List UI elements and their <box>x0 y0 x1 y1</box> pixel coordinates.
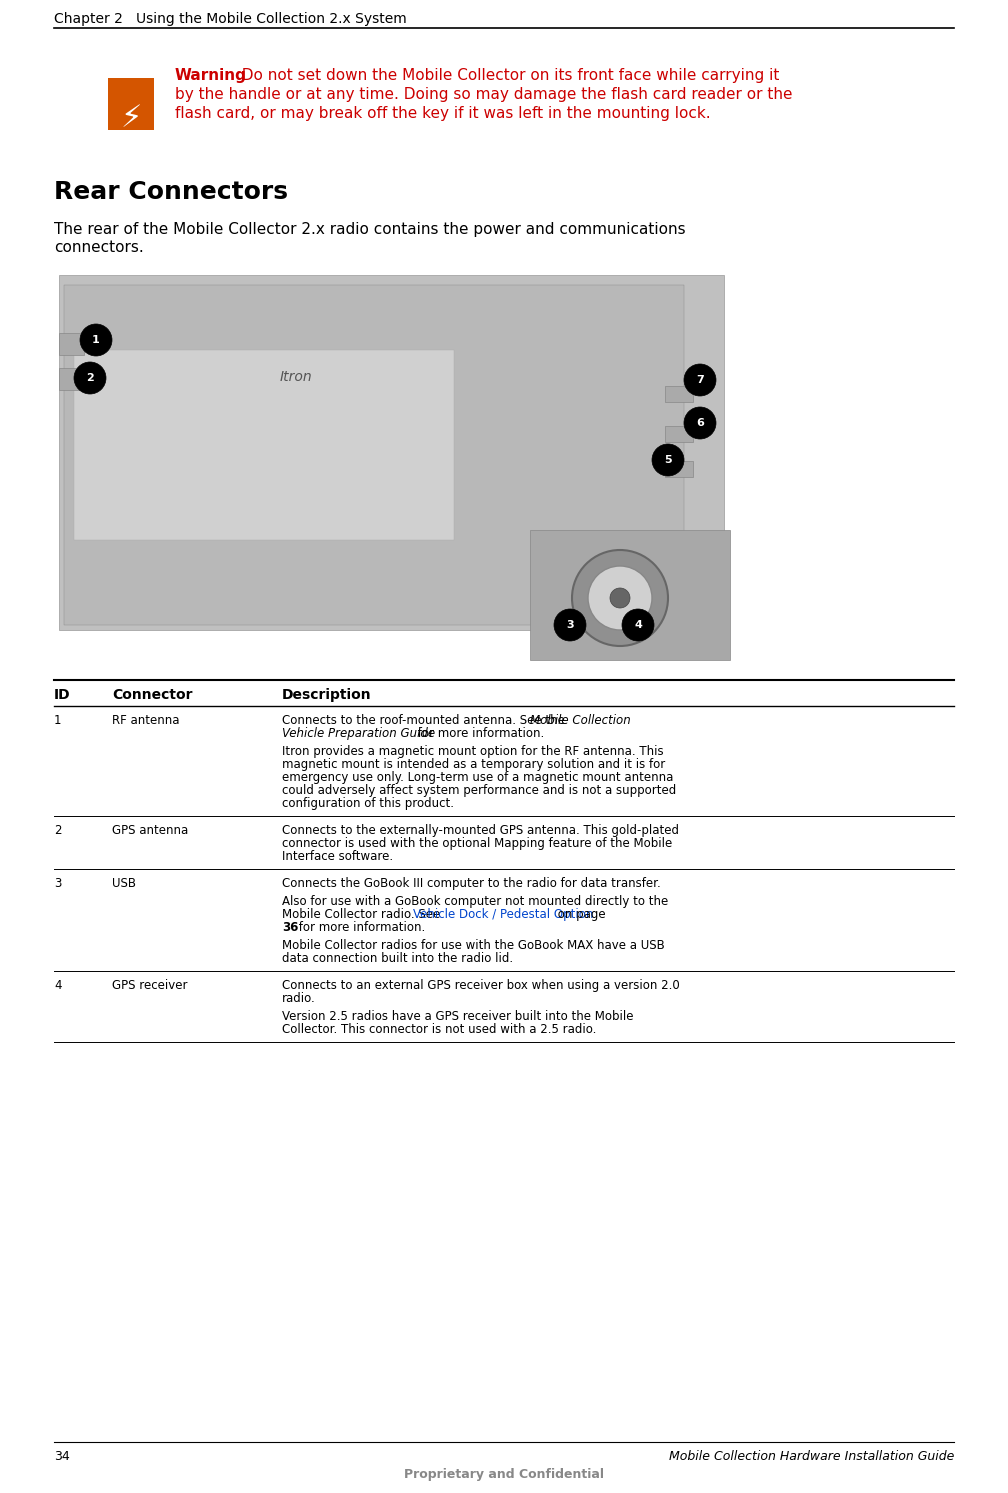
Text: Version 2.5 radios have a GPS receiver built into the Mobile: Version 2.5 radios have a GPS receiver b… <box>282 1009 633 1023</box>
Text: Chapter 2   Using the Mobile Collection 2.x System: Chapter 2 Using the Mobile Collection 2.… <box>54 12 407 25</box>
Text: Mobile Collector radio. See: Mobile Collector radio. See <box>282 908 444 921</box>
Bar <box>665 461 694 476</box>
Text: for more information.: for more information. <box>295 921 425 935</box>
Text: 4: 4 <box>54 979 61 991</box>
Text: Mobile Collection: Mobile Collection <box>530 714 631 727</box>
Text: for more information.: for more information. <box>414 727 544 741</box>
Text: 36: 36 <box>282 921 298 935</box>
Text: configuration of this product.: configuration of this product. <box>282 797 454 811</box>
Text: radio.: radio. <box>282 991 316 1005</box>
Text: Rear Connectors: Rear Connectors <box>54 181 288 205</box>
Text: ⚡: ⚡ <box>120 105 142 133</box>
Bar <box>665 387 694 402</box>
Bar <box>59 275 724 630</box>
Text: Connects the GoBook III computer to the radio for data transfer.: Connects the GoBook III computer to the … <box>282 876 661 890</box>
Text: Also for use with a GoBook computer not mounted directly to the: Also for use with a GoBook computer not … <box>282 894 668 908</box>
Text: 3: 3 <box>566 620 574 630</box>
Text: magnetic mount is intended as a temporary solution and it is for: magnetic mount is intended as a temporar… <box>282 758 665 770</box>
Bar <box>59 333 84 355</box>
Circle shape <box>652 443 684 476</box>
Text: could adversely affect system performance and is not a supported: could adversely affect system performanc… <box>282 784 676 797</box>
Text: 4: 4 <box>634 620 642 630</box>
Text: connectors.: connectors. <box>54 240 144 255</box>
Text: GPS receiver: GPS receiver <box>112 979 187 991</box>
Text: Mobile Collector radios for use with the GoBook MAX have a USB: Mobile Collector radios for use with the… <box>282 939 664 953</box>
Text: ID: ID <box>54 688 71 702</box>
Text: RF antenna: RF antenna <box>112 714 179 727</box>
Bar <box>108 78 154 130</box>
Text: Itron provides a magnetic mount option for the RF antenna. This: Itron provides a magnetic mount option f… <box>282 745 663 758</box>
Text: 2: 2 <box>86 373 94 384</box>
Text: 6: 6 <box>697 418 704 428</box>
Text: 34: 34 <box>54 1450 70 1463</box>
Text: USB: USB <box>112 876 136 890</box>
Text: The rear of the Mobile Collector 2.x radio contains the power and communications: The rear of the Mobile Collector 2.x rad… <box>54 222 685 237</box>
Text: Interface software.: Interface software. <box>282 850 393 863</box>
Circle shape <box>684 364 716 396</box>
Text: Do not set down the Mobile Collector on its front face while carrying it: Do not set down the Mobile Collector on … <box>232 69 779 84</box>
Bar <box>74 349 454 540</box>
Bar <box>665 426 694 442</box>
Bar <box>64 285 684 626</box>
Text: 7: 7 <box>697 375 704 385</box>
Text: Collector. This connector is not used with a 2.5 radio.: Collector. This connector is not used wi… <box>282 1023 597 1036</box>
Circle shape <box>684 408 716 439</box>
Text: Connects to an external GPS receiver box when using a version 2.0: Connects to an external GPS receiver box… <box>282 979 679 991</box>
Text: 2: 2 <box>54 824 61 838</box>
Bar <box>530 530 730 660</box>
Text: Connects to the roof-mounted antenna. See the: Connects to the roof-mounted antenna. Se… <box>282 714 569 727</box>
Text: Warning: Warning <box>175 69 247 84</box>
Text: on page: on page <box>554 908 606 921</box>
Text: Vehicle Dock / Pedestal Option: Vehicle Dock / Pedestal Option <box>413 908 594 921</box>
Circle shape <box>554 609 586 640</box>
Text: Vehicle Preparation Guide: Vehicle Preparation Guide <box>282 727 435 741</box>
Circle shape <box>588 566 652 630</box>
Text: 3: 3 <box>54 876 61 890</box>
Text: connector is used with the optional Mapping feature of the Mobile: connector is used with the optional Mapp… <box>282 838 672 850</box>
Text: by the handle or at any time. Doing so may damage the flash card reader or the: by the handle or at any time. Doing so m… <box>175 87 792 102</box>
Text: GPS antenna: GPS antenna <box>112 824 188 838</box>
Text: 5: 5 <box>664 455 671 464</box>
Text: emergency use only. Long-term use of a magnetic mount antenna: emergency use only. Long-term use of a m… <box>282 770 673 784</box>
Circle shape <box>80 324 112 355</box>
Bar <box>59 367 84 390</box>
Text: Mobile Collection Hardware Installation Guide: Mobile Collection Hardware Installation … <box>668 1450 954 1463</box>
Text: data connection built into the radio lid.: data connection built into the radio lid… <box>282 953 513 964</box>
Text: flash card, or may break off the key if it was left in the mounting lock.: flash card, or may break off the key if … <box>175 106 711 121</box>
Text: Connector: Connector <box>112 688 193 702</box>
Circle shape <box>622 609 654 640</box>
Text: Proprietary and Confidential: Proprietary and Confidential <box>404 1468 604 1481</box>
Circle shape <box>572 549 668 646</box>
Text: 1: 1 <box>54 714 61 727</box>
Text: Itron: Itron <box>280 370 312 384</box>
Circle shape <box>610 588 630 608</box>
Text: Description: Description <box>282 688 372 702</box>
Circle shape <box>74 361 106 394</box>
Text: 1: 1 <box>92 334 100 345</box>
Text: Connects to the externally-mounted GPS antenna. This gold-plated: Connects to the externally-mounted GPS a… <box>282 824 679 838</box>
